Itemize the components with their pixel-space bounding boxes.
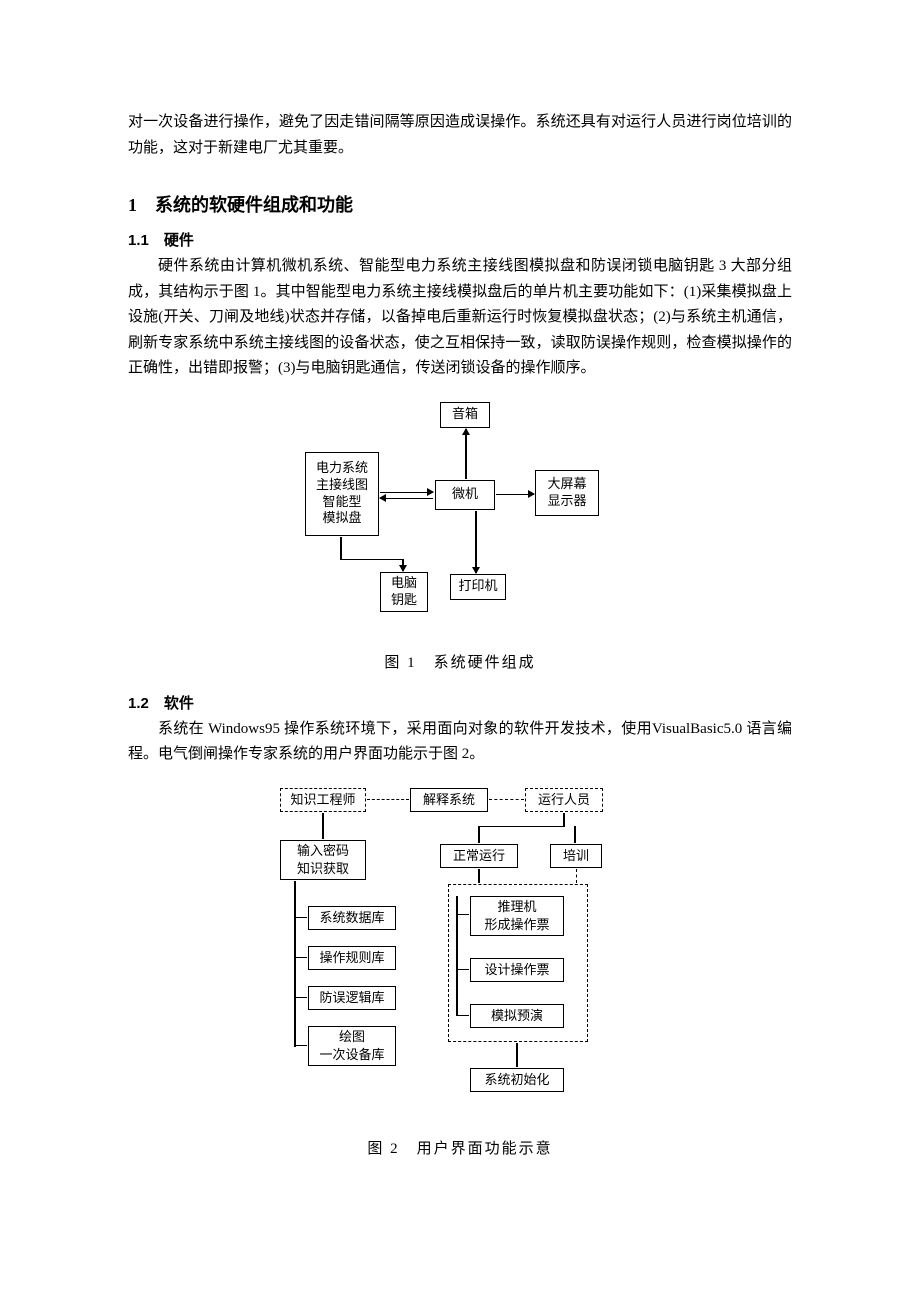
edge-panel-down xyxy=(340,537,342,560)
edge-rail-db1 xyxy=(294,917,307,919)
figure-1: 音箱 电力系统 主接线图 智能型 模拟盘 微机 大屏幕 显示器 电脑 钥匙 打印… xyxy=(128,402,792,637)
edge-r-sim xyxy=(456,1015,469,1017)
node-normal-run: 正常运行 xyxy=(440,844,518,868)
edge-r-infer xyxy=(456,914,469,916)
subsection-1-1-num: 1.1 xyxy=(128,232,149,249)
node-operator: 运行人员 xyxy=(525,788,603,812)
edge-panel-pc-l xyxy=(380,498,433,500)
subsection-1-2-title: 软件 xyxy=(164,695,194,712)
node-speaker: 音箱 xyxy=(440,402,490,428)
edge-rail-db2 xyxy=(294,957,307,959)
node-knowledge-engineer: 知识工程师 xyxy=(280,788,366,812)
section-1-heading: 1 系统的软硬件组成和功能 xyxy=(128,191,792,217)
para-1-1: 硬件系统由计算机微机系统、智能型电力系统主接线图模拟盘和防误闭锁电脑钥匙 3 大… xyxy=(128,254,792,382)
edge-train-down xyxy=(576,869,577,883)
edge-ke-pw xyxy=(322,813,324,839)
edge-panel-key-d xyxy=(402,559,404,571)
figure-2: 知识工程师 解释系统 运行人员 输入密码 知识获取 系统数据库 操作规则库 防误… xyxy=(128,788,792,1123)
edge-operator-split xyxy=(478,826,564,828)
section-1-num: 1 xyxy=(128,195,137,215)
edge-group-init xyxy=(516,1043,518,1067)
edge-pc-printer xyxy=(475,511,477,573)
subsection-1-2-num: 1.2 xyxy=(128,695,149,712)
node-rules-db: 操作规则库 xyxy=(308,946,396,970)
node-train: 培训 xyxy=(550,844,602,868)
edge-rail-db3 xyxy=(294,997,307,999)
figure-2-caption: 图 2 用户界面功能示意 xyxy=(128,1137,792,1158)
node-monitor: 大屏幕 显示器 xyxy=(535,470,599,516)
edge-to-run xyxy=(478,826,480,843)
node-init: 系统初始化 xyxy=(470,1068,564,1092)
edge-pc-monitor xyxy=(496,494,534,496)
edge-ke-explain xyxy=(367,799,409,800)
node-panel: 电力系统 主接线图 智能型 模拟盘 xyxy=(305,452,379,536)
edge-to-train xyxy=(574,826,576,843)
section-1-title: 系统的软硬件组成和功能 xyxy=(155,195,353,215)
edge-rail-db4 xyxy=(294,1045,307,1047)
para-1-2: 系统在 Windows95 操作系统环境下，采用面向对象的软件开发技术，使用Vi… xyxy=(128,717,792,768)
dashed-group-right xyxy=(448,884,588,1042)
edge-panel-key-h xyxy=(340,559,403,561)
node-logic-db: 防误逻辑库 xyxy=(308,986,396,1010)
figure-1-caption: 图 1 系统硬件组成 xyxy=(128,651,792,672)
diagram-1-hardware: 音箱 电力系统 主接线图 智能型 模拟盘 微机 大屏幕 显示器 电脑 钥匙 打印… xyxy=(305,402,615,632)
node-explain: 解释系统 xyxy=(410,788,488,812)
edge-pc-speaker xyxy=(465,429,467,479)
edge-panel-pc-r xyxy=(380,492,433,494)
node-pc: 微机 xyxy=(435,480,495,510)
diagram-2-software: 知识工程师 解释系统 运行人员 输入密码 知识获取 系统数据库 操作规则库 防误… xyxy=(280,788,640,1118)
edge-explain-operator xyxy=(489,799,524,800)
intro-para: 对一次设备进行操作，避免了因走错间隔等原因造成误操作。系统还具有对运行人员进行岗… xyxy=(128,110,792,161)
node-printer: 打印机 xyxy=(450,574,506,600)
edge-right-rail xyxy=(456,896,458,1016)
node-draw-db: 绘图 一次设备库 xyxy=(308,1026,396,1066)
edge-run-down xyxy=(478,869,480,883)
subsection-1-1-heading: 1.1 硬件 xyxy=(128,229,792,250)
node-key: 电脑 钥匙 xyxy=(380,572,428,612)
edge-left-rail xyxy=(294,881,296,1047)
edge-operator-down xyxy=(563,813,565,827)
node-system-db: 系统数据库 xyxy=(308,906,396,930)
subsection-1-2-heading: 1.2 软件 xyxy=(128,692,792,713)
edge-r-design xyxy=(456,969,469,971)
node-password: 输入密码 知识获取 xyxy=(280,840,366,880)
subsection-1-1-title: 硬件 xyxy=(164,232,194,249)
